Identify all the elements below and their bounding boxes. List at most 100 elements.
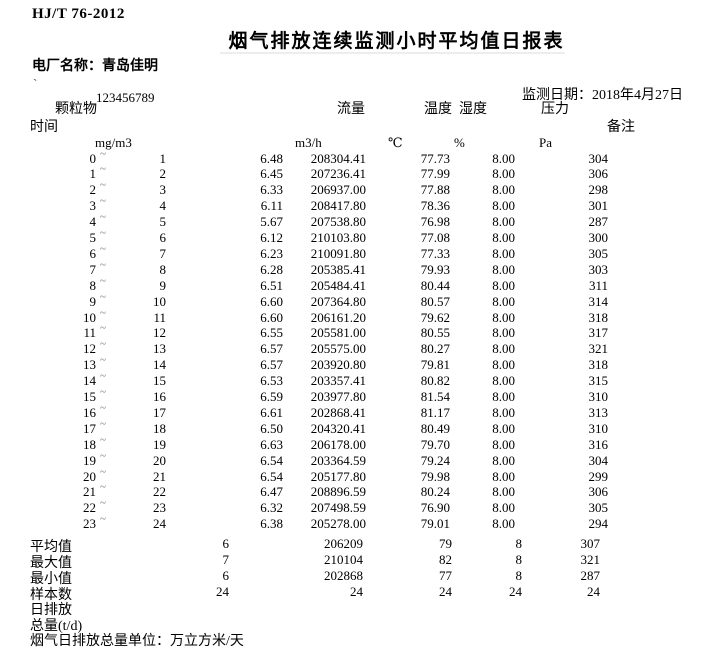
summary-label: 样本数 — [30, 587, 72, 603]
summary-flow-cell: 24 — [350, 583, 363, 599]
header-remark: 备注 — [607, 120, 635, 135]
hour-start-cell: 14 — [83, 373, 96, 389]
flow-cell: 208896.59 — [310, 484, 366, 500]
temperature-cell: 80.49 — [420, 420, 450, 436]
temperature-cell: 77.73 — [420, 150, 450, 166]
daily-emission-label: 日排放 — [30, 602, 72, 618]
summary-temperature-cell: 77 — [439, 567, 452, 583]
pressure-cell: 306 — [588, 484, 609, 500]
unit-flow: m3/h — [295, 135, 322, 150]
hourly-row: 6 ~7 6.23 210091.80 77.33 8.00 305 — [0, 242, 721, 262]
tilde-mark: ~ — [100, 513, 106, 526]
tilde-mark: ~ — [100, 433, 106, 446]
temperature-cell: 77.88 — [420, 182, 450, 198]
tilde-mark: ~ — [100, 449, 106, 462]
hour-end-cell: 11 — [153, 309, 166, 325]
pressure-cell: 300 — [588, 230, 609, 245]
hour-start-cell: 10 — [83, 309, 96, 325]
hourly-row: 9 ~10 6.60 207364.80 80.57 8.00 314 — [0, 290, 721, 310]
flow-cell: 205484.41 — [310, 277, 366, 293]
particulate-cell: 5.67 — [260, 214, 283, 230]
flow-cell: 205177.80 — [310, 468, 366, 484]
humidity-cell: 8.00 — [492, 182, 515, 198]
summary-humidity-cell: 8 — [515, 567, 523, 583]
tilde-mark: ~ — [100, 242, 106, 255]
flow-cell: 207236.41 — [310, 166, 366, 182]
humidity-cell: 8.00 — [492, 166, 515, 182]
daily-emission-label: 总量(t/d) — [30, 618, 83, 634]
hour-start-cell: 18 — [83, 436, 96, 452]
hour-end-cell: 18 — [153, 420, 166, 436]
flow-cell: 207498.59 — [310, 500, 366, 516]
summary-row: 最大值 7 210104 82 8 321 — [0, 552, 721, 571]
tilde-mark: ~ — [100, 417, 106, 430]
temperature-cell: 80.57 — [420, 293, 450, 309]
flow-cell: 205278.00 — [310, 516, 366, 532]
temperature-cell: 77.08 — [420, 230, 450, 245]
flow-cell: 202868.41 — [310, 404, 366, 420]
flow-cell: 206161.20 — [310, 309, 366, 325]
temperature-cell: 81.17 — [420, 404, 450, 420]
pressure-cell: 314 — [588, 293, 609, 309]
summary-label: 平均值 — [30, 539, 72, 555]
summary-particulate-cell: 6 — [222, 535, 230, 551]
hour-end-cell: 7 — [159, 245, 167, 261]
particulate-cell: 6.61 — [260, 404, 283, 420]
humidity-cell: 8.00 — [492, 436, 515, 452]
hour-start-cell: 16 — [83, 404, 96, 420]
tilde-mark: ~ — [100, 290, 106, 303]
flow-cell: 205385.41 — [310, 261, 366, 277]
flow-cell: 203920.80 — [310, 357, 366, 373]
pressure-cell: 311 — [588, 277, 608, 293]
hour-end-cell: 20 — [153, 452, 166, 468]
humidity-cell: 8.00 — [492, 500, 515, 516]
particulate-cell: 6.47 — [260, 484, 283, 500]
hour-start-cell: 19 — [83, 452, 96, 468]
pressure-cell: 304 — [588, 150, 609, 166]
particulate-cell: 6.54 — [260, 468, 283, 484]
tilde-mark: ~ — [100, 338, 106, 351]
pressure-cell: 304 — [588, 452, 609, 468]
humidity-cell: 8.00 — [492, 404, 515, 420]
pressure-cell: 299 — [588, 468, 609, 484]
unit-humidity: % — [454, 135, 465, 150]
temperature-cell: 79.81 — [420, 357, 450, 373]
plant-name-value: 青岛佳明 — [102, 59, 158, 74]
hour-start-cell: 11 — [83, 325, 96, 341]
particulate-cell: 6.57 — [260, 341, 283, 357]
humidity-cell: 8.00 — [492, 373, 515, 389]
hour-start-cell: 4 — [89, 214, 97, 230]
particulate-cell: 6.48 — [260, 150, 283, 166]
humidity-cell: 8.00 — [492, 198, 515, 214]
hourly-row: 20 ~21 6.54 205177.80 79.98 8.00 299 — [0, 466, 721, 485]
tilde-mark: ~ — [100, 370, 106, 383]
tilde-mark: ~ — [100, 179, 106, 192]
hour-end-cell: 3 — [159, 182, 167, 198]
hourly-row: 16 ~17 6.61 202868.41 81.17 8.00 313 — [0, 402, 721, 421]
hourly-row: 8 ~9 6.51 205484.41 80.44 8.00 311 — [0, 275, 721, 294]
monitor-date-line: 监测日期：2018年4月27日 — [522, 84, 683, 104]
header-flow: 流量 — [337, 102, 365, 117]
flow-cell: 207538.80 — [310, 214, 366, 230]
flow-cell: 208417.80 — [310, 198, 366, 214]
humidity-cell: 8.00 — [492, 261, 515, 277]
flow-cell: 210103.80 — [310, 230, 366, 245]
summary-temperature-cell: 24 — [439, 583, 452, 599]
hour-end-cell: 2 — [159, 166, 167, 182]
hour-end-cell: 9 — [159, 277, 167, 293]
temperature-cell: 78.36 — [420, 198, 450, 214]
hour-end-cell: 21 — [153, 468, 166, 484]
flow-cell: 210091.80 — [310, 245, 366, 261]
hourly-row: 23 ~24 6.38 205278.00 79.01 8.00 294 — [0, 513, 721, 532]
tilde-mark: ~ — [100, 354, 106, 367]
flow-cell: 204320.41 — [310, 420, 366, 436]
temperature-cell: 79.93 — [420, 261, 450, 277]
temperature-cell: 79.24 — [420, 452, 450, 468]
hour-end-cell: 23 — [153, 500, 166, 516]
hour-end-cell: 8 — [159, 261, 167, 277]
monitor-date-label: 监测日期： — [522, 88, 592, 103]
hour-start-cell: 20 — [83, 468, 96, 484]
summary-particulate-cell: 6 — [222, 567, 230, 583]
flow-cell: 205575.00 — [310, 341, 366, 357]
